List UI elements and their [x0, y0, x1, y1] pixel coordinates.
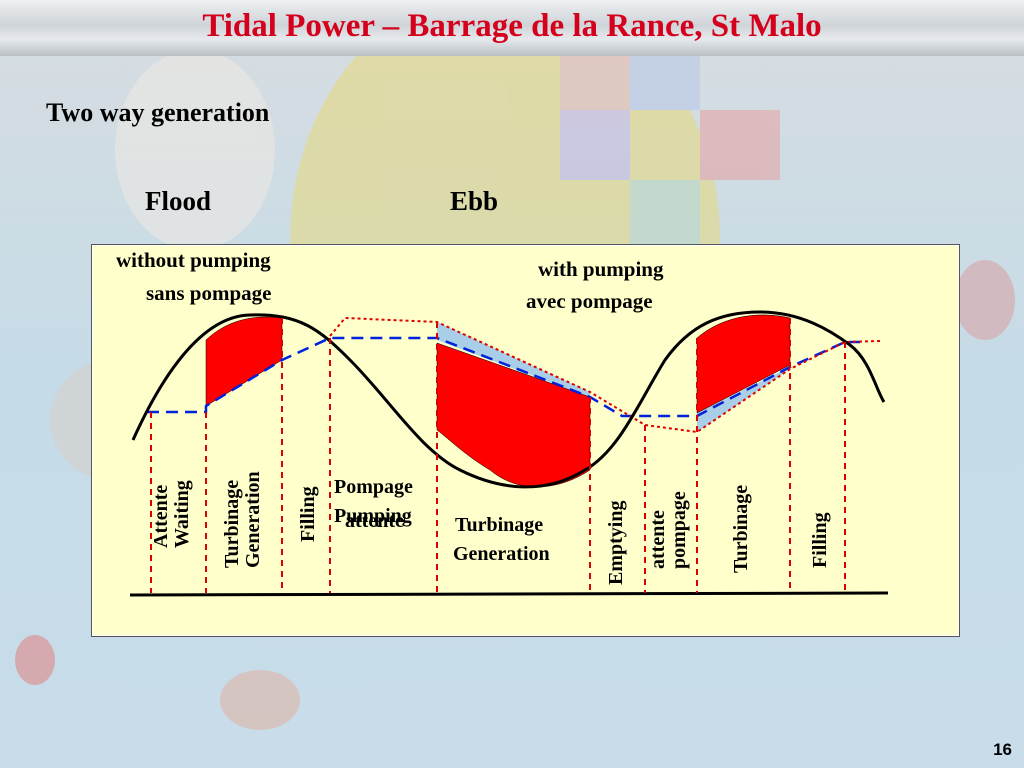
stage-label-attente-overlap: attente	[345, 510, 404, 532]
pumping-region-1	[437, 322, 590, 397]
stage-label-emptying: Emptying	[605, 500, 627, 585]
tide-curve	[131, 310, 886, 489]
phase-ebb-label: Ebb	[450, 186, 499, 216]
basin-level-line	[147, 336, 860, 418]
with-pumping-label: with pumping	[538, 257, 664, 281]
sans-pompage-label: sans pompage	[146, 281, 272, 305]
generation-region-1	[205, 316, 283, 407]
stage-label-pumping: Pumping	[334, 505, 412, 527]
stage-label-attente: Attente Waiting	[150, 480, 193, 548]
generation-region-2	[436, 342, 591, 488]
time-axis	[129, 591, 889, 597]
slide-title: Tidal Power – Barrage de la Rance, St Ma…	[202, 8, 822, 44]
slide-number: 16	[993, 740, 1012, 759]
stage-label-turbinage-3: Turbinage	[730, 484, 752, 573]
pumped-level-line	[329, 316, 881, 434]
stage-label-attente-pompage: attente pompage	[647, 491, 690, 569]
stage-label-pompage: Pompage	[334, 476, 413, 498]
stage-label-filling-1: Filling	[297, 486, 319, 542]
slide-subtitle: Two way generation	[46, 98, 270, 127]
avec-pompage-label: avec pompage	[526, 289, 653, 313]
stage-label-turbinage-2: Turbinage	[455, 514, 544, 536]
phase-flood-label: Flood	[145, 186, 212, 216]
title-bar	[0, 0, 1024, 56]
stage-label-generation-2: Generation	[453, 543, 550, 565]
without-pumping-label: without pumping	[116, 248, 271, 272]
stage-label-turbinage-1: Turbinage Generation	[221, 471, 264, 568]
stage-label-filling-2: Filling	[809, 512, 831, 568]
